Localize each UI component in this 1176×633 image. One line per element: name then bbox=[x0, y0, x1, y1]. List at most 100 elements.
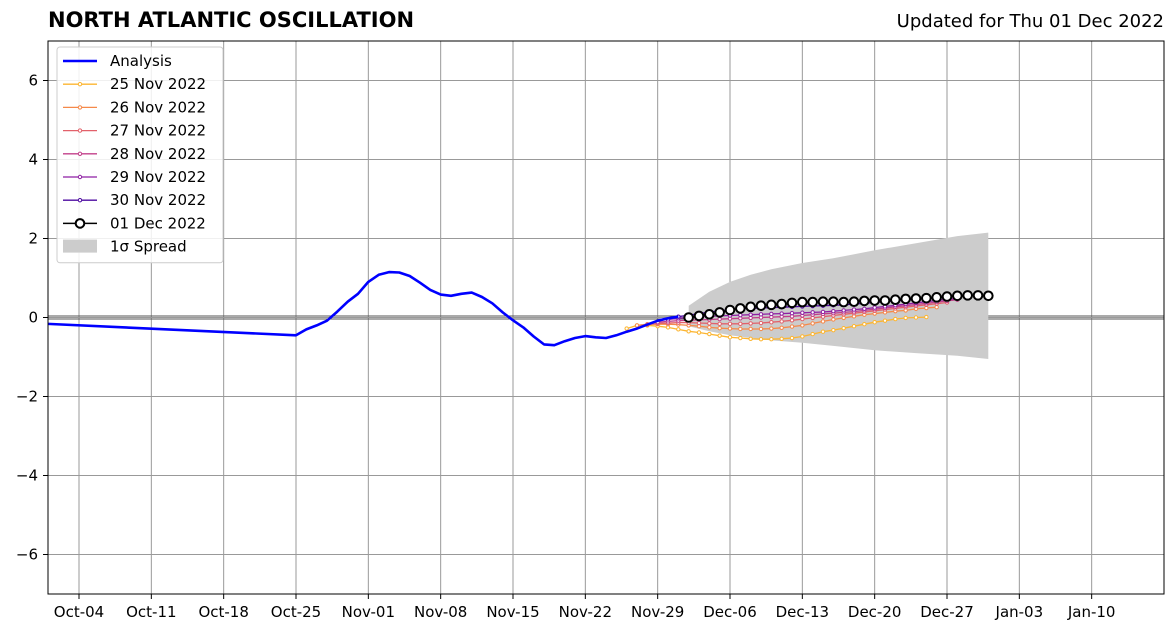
legend-label: 1σ Spread bbox=[110, 238, 187, 256]
data-point bbox=[755, 300, 767, 311]
data-point bbox=[862, 322, 867, 327]
legend-item-analysis: Analysis bbox=[63, 52, 172, 70]
x-tick-label: Nov-29 bbox=[631, 603, 684, 621]
data-point bbox=[872, 320, 877, 325]
legend-item-30-nov-2022: 30 Nov 2022 bbox=[63, 191, 206, 209]
data-point bbox=[683, 312, 694, 323]
x-tick-label: Oct-11 bbox=[126, 603, 176, 621]
grid bbox=[48, 41, 1164, 594]
y-tick-label: −6 bbox=[16, 546, 38, 564]
data-point bbox=[789, 335, 795, 341]
data-point bbox=[624, 326, 629, 331]
legend-item-25-nov-2022: 25 Nov 2022 bbox=[63, 75, 206, 93]
legend-item-26-nov-2022: 26 Nov 2022 bbox=[63, 98, 206, 116]
data-point bbox=[828, 296, 839, 308]
data-point bbox=[738, 321, 743, 327]
legend-box bbox=[56, 46, 224, 264]
data-point bbox=[831, 317, 836, 322]
x-tick-label: Dec-20 bbox=[848, 603, 902, 621]
legend-marker bbox=[77, 198, 83, 203]
legend-label: 26 Nov 2022 bbox=[110, 98, 206, 116]
data-point bbox=[931, 292, 942, 303]
x-tick-label: Oct-25 bbox=[271, 603, 321, 621]
y-tick-label: −2 bbox=[16, 388, 38, 406]
y-tick-label: 2 bbox=[28, 230, 38, 248]
legend: Analysis 25 Nov 2022 26 Nov 2022 27 Nov 202… bbox=[56, 46, 224, 264]
data-point bbox=[707, 325, 712, 330]
data-point bbox=[727, 321, 733, 327]
legend-marker bbox=[77, 105, 83, 110]
data-point bbox=[872, 305, 877, 310]
data-point bbox=[797, 296, 808, 308]
data-point bbox=[704, 309, 715, 320]
data-point bbox=[738, 335, 743, 341]
legend-label: 27 Nov 2022 bbox=[110, 122, 206, 140]
series-analysis bbox=[48, 270, 679, 347]
legend-label: 29 Nov 2022 bbox=[110, 168, 206, 186]
legend-marker bbox=[77, 151, 83, 157]
data-point bbox=[807, 296, 818, 308]
legend-marker bbox=[77, 174, 83, 180]
x-tick-label: Nov-15 bbox=[486, 603, 539, 621]
data-point bbox=[789, 310, 795, 316]
data-point bbox=[810, 321, 815, 326]
plot-content bbox=[48, 232, 994, 359]
legend-item-1-spread: 1σ Spread bbox=[63, 238, 187, 256]
data-point bbox=[848, 296, 860, 308]
data-point bbox=[924, 314, 929, 320]
legend-marker bbox=[77, 82, 83, 87]
data-point bbox=[758, 337, 764, 342]
legend-item-01-dec-2022: 01 Dec 2022 bbox=[63, 214, 206, 232]
data-point bbox=[735, 303, 746, 314]
data-point bbox=[758, 320, 764, 326]
x-tick-label: Jan-10 bbox=[1067, 603, 1116, 621]
data-point bbox=[800, 316, 805, 322]
chart-title: NORTH ATLANTIC OSCILLATION bbox=[48, 8, 415, 32]
x-tick-label: Oct-04 bbox=[54, 603, 104, 621]
data-point bbox=[851, 323, 857, 329]
data-point bbox=[634, 323, 640, 328]
data-point bbox=[972, 290, 984, 301]
data-point bbox=[789, 324, 795, 329]
data-point bbox=[831, 308, 836, 314]
data-point bbox=[745, 301, 756, 313]
data-point bbox=[769, 311, 774, 317]
data-point bbox=[869, 295, 880, 306]
legend-label: 28 Nov 2022 bbox=[110, 145, 206, 163]
data-point bbox=[910, 293, 922, 304]
data-point bbox=[766, 299, 777, 311]
data-point bbox=[859, 295, 870, 307]
legend-marker bbox=[77, 128, 83, 133]
data-point bbox=[717, 321, 722, 327]
data-point bbox=[696, 330, 702, 335]
data-point bbox=[724, 304, 736, 316]
data-point bbox=[779, 325, 784, 330]
data-point bbox=[769, 320, 774, 325]
legend-swatch bbox=[63, 239, 97, 253]
legend-marker bbox=[74, 218, 86, 229]
legend-item-28-nov-2022: 28 Nov 2022 bbox=[63, 145, 206, 163]
data-point bbox=[862, 306, 867, 312]
x-tick-label: Nov-08 bbox=[414, 603, 467, 621]
data-point bbox=[789, 318, 795, 323]
data-point bbox=[779, 336, 784, 342]
data-point bbox=[786, 297, 798, 309]
axes: Oct-04 Oct-11 Oct-18 Oct-25 Nov-01 Nov-08 Nov-… bbox=[16, 72, 1116, 622]
data-point bbox=[800, 323, 805, 328]
data-point bbox=[810, 310, 815, 315]
legend-item-29-nov-2022: 29 Nov 2022 bbox=[63, 168, 206, 186]
x-tick-label: Nov-22 bbox=[559, 603, 612, 621]
legend-label: 25 Nov 2022 bbox=[110, 75, 206, 93]
data-point bbox=[841, 315, 846, 321]
updated-date-label: Updated for Thu 01 Dec 2022 bbox=[896, 11, 1164, 32]
data-point bbox=[748, 326, 753, 332]
data-point bbox=[693, 310, 705, 322]
data-point bbox=[820, 309, 826, 315]
data-point bbox=[851, 307, 857, 312]
x-tick-label: Dec-13 bbox=[776, 603, 830, 621]
data-point bbox=[707, 331, 712, 337]
legend-label: 30 Nov 2022 bbox=[110, 191, 206, 209]
data-point bbox=[676, 327, 681, 332]
y-tick-label: 4 bbox=[28, 151, 38, 169]
